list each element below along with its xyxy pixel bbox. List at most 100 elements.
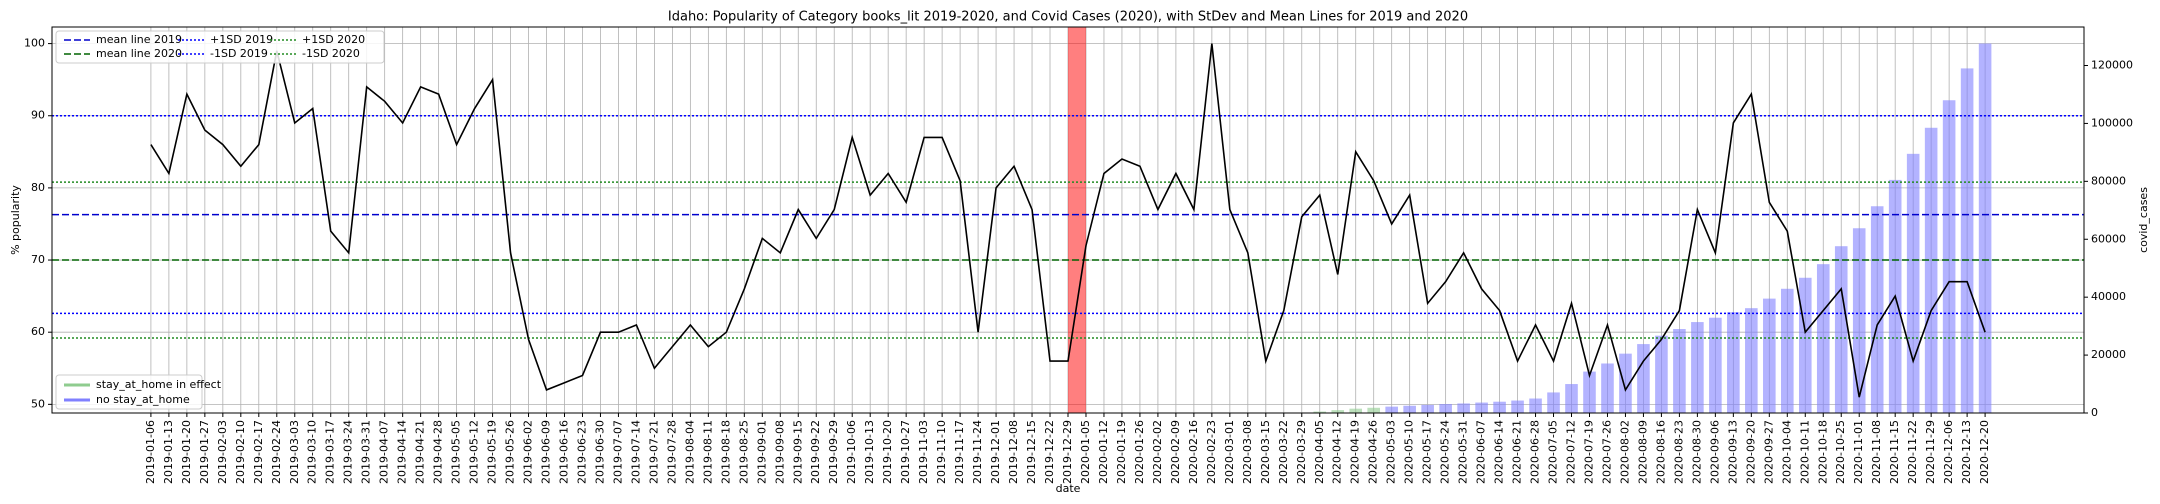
- x-tick-label: 2020-03-22: [1277, 420, 1290, 484]
- x-tick-label: 2019-05-05: [450, 420, 463, 484]
- bar: [1745, 308, 1758, 413]
- bar: [1475, 402, 1488, 413]
- legend-label: mean line 2019: [96, 33, 182, 46]
- bar: [1673, 329, 1686, 413]
- bar: [1313, 411, 1327, 413]
- bar: [1960, 68, 1974, 414]
- x-tick-label: 2019-07-21: [647, 420, 660, 484]
- bar: [1439, 404, 1452, 413]
- x-tick-label: 2020-07-05: [1547, 420, 1560, 484]
- x-tick-label: 2019-09-22: [809, 420, 822, 484]
- x-tick-label: 2020-03-08: [1241, 420, 1254, 484]
- x-tick-label: 2019-04-14: [396, 420, 409, 484]
- x-tick-label: 2020-01-05: [1079, 420, 1092, 484]
- x-tick-label: 2019-08-11: [701, 420, 714, 484]
- x-tick-label: 2019-01-06: [144, 420, 157, 484]
- x-tick-label: 2019-05-19: [486, 420, 499, 484]
- x-tick-label: 2019-07-28: [665, 420, 678, 484]
- bar-legend: stay_at_home in effect no stay_at_home: [55, 374, 222, 410]
- bar: [1565, 384, 1578, 413]
- x-tick-label: 2020-07-26: [1600, 420, 1613, 484]
- x-tick-label: 2019-03-17: [324, 420, 337, 484]
- x-tick-label: 2020-06-21: [1511, 420, 1524, 484]
- bar: [1727, 312, 1740, 413]
- bar: [1385, 406, 1398, 413]
- x-tick-label: 2020-04-05: [1313, 420, 1326, 484]
- y-tick-label: 50: [31, 397, 45, 410]
- bar: [1780, 288, 1794, 413]
- x-tick-label: 2019-03-03: [288, 420, 301, 484]
- x-tick-label: 2019-12-29: [1061, 420, 1074, 484]
- legend-label: mean line 2020: [96, 47, 182, 60]
- x-tick-label: 2019-12-15: [1025, 420, 1038, 484]
- bar: [1367, 407, 1380, 413]
- x-tick-label: 2019-03-31: [360, 420, 373, 484]
- x-tick-label: 2020-08-02: [1618, 420, 1631, 484]
- x-tick-label: 2019-12-22: [1043, 420, 1056, 484]
- x-tick-label: 2020-05-10: [1403, 420, 1416, 484]
- bar: [1511, 400, 1524, 413]
- bar: [1529, 398, 1542, 413]
- x-tick-label: 2019-07-07: [611, 420, 624, 484]
- x-tick-label: 2019-04-21: [414, 420, 427, 484]
- legend-label: +1SD 2020: [302, 33, 365, 46]
- x-tick-label: 2020-12-13: [1960, 420, 1973, 484]
- y-tick-label: 90: [31, 109, 45, 122]
- legend-label: stay_at_home in effect: [96, 378, 222, 391]
- x-tick-label: 2019-06-16: [557, 420, 570, 484]
- x-tick-label: 2020-05-03: [1385, 420, 1398, 484]
- x-tick-label: 2019-06-09: [540, 420, 553, 484]
- bar: [1816, 264, 1830, 413]
- bar: [1655, 335, 1668, 413]
- x-tick-label: 2019-11-24: [971, 420, 984, 484]
- bar: [1619, 353, 1632, 413]
- y2-axis-label: covid_cases: [2137, 187, 2150, 253]
- legend-label: -1SD 2019: [210, 47, 268, 60]
- year-boundary-span: [1068, 27, 1086, 413]
- x-tick-label: 2020-10-25: [1834, 420, 1847, 484]
- x-tick-label: 2020-03-15: [1259, 420, 1272, 484]
- x-tick-label: 2019-09-01: [755, 420, 768, 484]
- bar: [1834, 246, 1848, 413]
- bar: [1906, 153, 1920, 413]
- x-tick-label: 2020-04-12: [1331, 420, 1344, 484]
- x-tick-label: 2020-09-06: [1708, 420, 1721, 484]
- x-tick-label: 2020-05-24: [1439, 420, 1452, 484]
- x-tick-label: 2020-08-09: [1636, 420, 1649, 484]
- x-tick-label: 2020-12-20: [1978, 420, 1991, 484]
- y-tick-label: 60: [31, 325, 45, 338]
- x-tick-label: 2020-10-04: [1780, 420, 1793, 484]
- bar: [1924, 127, 1938, 414]
- x-tick-label: 2019-09-08: [773, 420, 786, 484]
- x-tick-label: 2019-10-06: [845, 420, 858, 484]
- bar: [1637, 344, 1650, 413]
- x-tick-label: 2020-01-19: [1115, 420, 1128, 484]
- x-tick-label: 2019-10-20: [881, 420, 894, 484]
- x-tick-label: 2019-12-01: [989, 420, 1002, 484]
- x-tick-label: 2019-09-15: [791, 420, 804, 484]
- x-tick-label: 2020-11-15: [1888, 420, 1901, 484]
- x-tick-label: 2019-07-14: [629, 420, 642, 484]
- x-tick-label: 2019-06-02: [522, 420, 535, 484]
- y2-tick-label: 0: [2091, 406, 2098, 419]
- bar: [1331, 410, 1345, 413]
- x-tick-label: 2020-02-16: [1187, 420, 1200, 484]
- bar: [1691, 322, 1704, 413]
- x-axis-label: date: [1056, 482, 1081, 495]
- y-tick-label: 70: [31, 253, 45, 266]
- x-tick-label: 2019-12-08: [1007, 420, 1020, 484]
- x-tick-label: 2019-08-25: [737, 420, 750, 484]
- bar: [1870, 206, 1884, 413]
- x-tick-label: 2020-08-30: [1690, 420, 1703, 484]
- x-tick-label: 2020-10-11: [1798, 420, 1811, 484]
- x-tick-label: 2019-08-18: [719, 420, 732, 484]
- x-tick-label: 2020-12-06: [1942, 420, 1955, 484]
- x-tick-label: 2020-09-13: [1726, 420, 1739, 484]
- x-tick-label: 2020-05-17: [1421, 420, 1434, 484]
- x-tick-label: 2019-11-03: [917, 420, 930, 484]
- bar: [1852, 228, 1866, 413]
- x-tick-label: 2020-04-26: [1367, 420, 1380, 484]
- x-tick-label: 2019-05-26: [504, 420, 517, 484]
- x-tick-label: 2020-03-29: [1295, 420, 1308, 484]
